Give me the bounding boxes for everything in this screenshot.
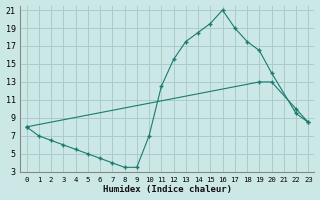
X-axis label: Humidex (Indice chaleur): Humidex (Indice chaleur) bbox=[103, 185, 232, 194]
